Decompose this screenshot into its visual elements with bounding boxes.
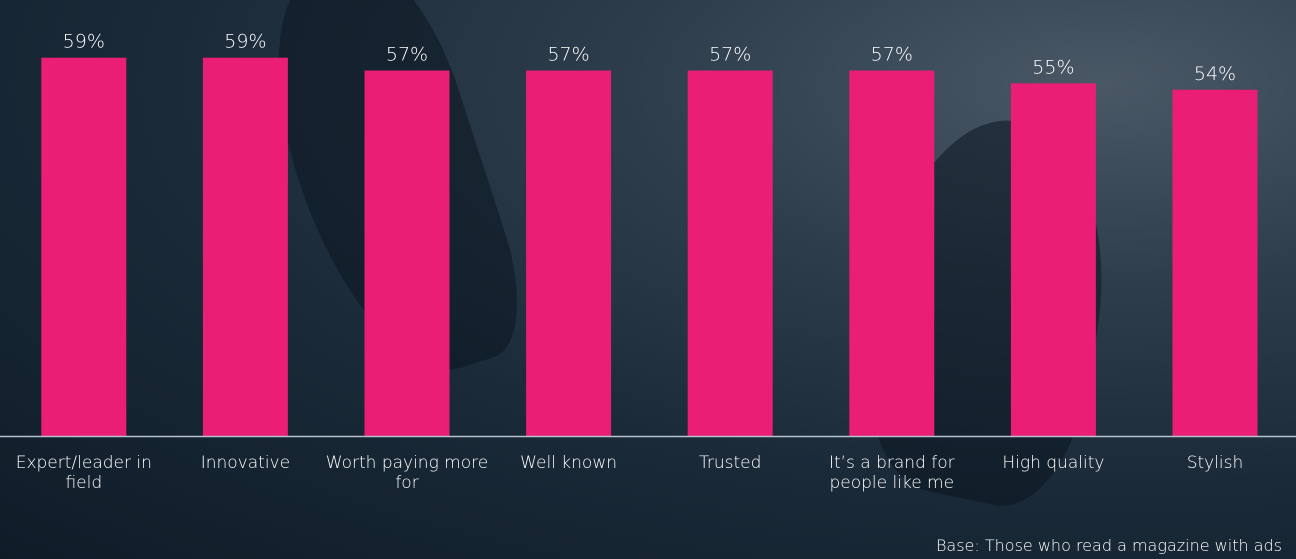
value-label-8: 54% — [1194, 63, 1236, 85]
category-label-4: Well known — [520, 453, 617, 473]
bar-8 — [1172, 89, 1258, 436]
value-label-2: 59% — [224, 31, 266, 53]
bar-3 — [364, 70, 450, 436]
category-label-2: Innovative — [201, 453, 290, 473]
value-label-5: 57% — [709, 44, 751, 66]
bar-1 — [41, 57, 127, 437]
category-label-5: Trusted — [699, 453, 761, 473]
category-labels-group: Expert/leader in field Innovative Worth pay… — [16, 453, 1244, 493]
value-label-7: 55% — [1032, 56, 1074, 78]
category-label-8: Stylish — [1187, 453, 1244, 473]
value-label-3: 57% — [386, 44, 428, 66]
bar-6 — [849, 70, 935, 436]
bars-group — [41, 57, 1258, 437]
value-label-6: 57% — [871, 44, 913, 66]
bar-5 — [687, 70, 773, 436]
value-label-4: 57% — [547, 44, 589, 66]
bar-2 — [202, 57, 288, 437]
value-label-1: 59% — [63, 31, 105, 53]
value-labels-group: 59% 59% 57% 57% 57% 57% 55% 54% — [63, 31, 1236, 85]
bar-4 — [526, 70, 612, 436]
category-label-1: Expert/leader in field — [16, 453, 152, 493]
bar-7 — [1010, 83, 1096, 437]
category-label-6: It’s a brand for people like me — [829, 453, 955, 493]
base-footnote: Base: Those who read a magazine with ads — [935, 536, 1282, 555]
category-label-7: High quality — [1002, 453, 1104, 473]
category-label-3: Worth paying more for — [326, 453, 488, 493]
